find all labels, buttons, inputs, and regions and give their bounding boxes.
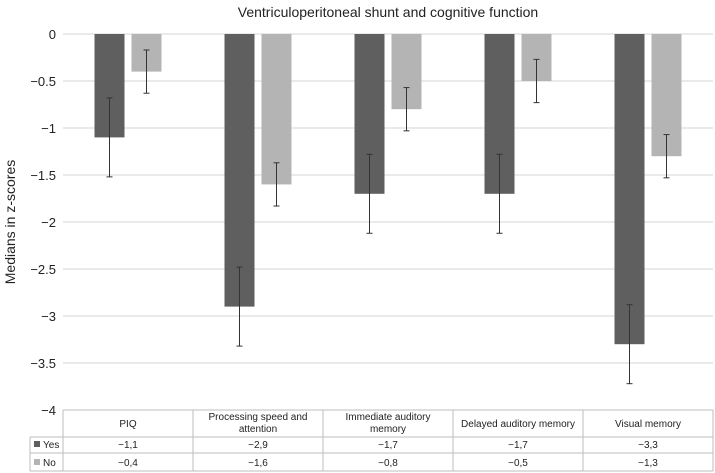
data-label: −3,3 [638,440,658,451]
legend-swatch-yes [34,441,40,447]
data-label: −0,5 [508,458,528,469]
data-label: −2,9 [248,440,268,451]
y-axis-label: Medians in z-scores [2,160,18,285]
y-tick-label: 0 [49,27,56,42]
data-label: −1,1 [118,440,138,451]
y-tick-label: −3 [41,309,56,324]
bar-yes [224,34,255,307]
data-label: −0,4 [118,458,138,469]
category-label: Visual memory [615,419,681,430]
y-tick-label: −4 [41,403,56,418]
y-axis-ticks: 0 −0.5 −1 −1.5 −2 −2.5 −3 −3.5 −4 [30,27,56,418]
category-label: PIQ [119,419,136,430]
bars [94,34,682,385]
data-label: −1,3 [638,458,658,469]
data-label: −0,8 [378,458,398,469]
category-label: attention [239,424,277,435]
legend-swatch-no [34,459,40,465]
y-tick-label: −3.5 [30,356,56,371]
y-tick-label: −0.5 [30,74,56,89]
y-tick-label: −2 [41,215,56,230]
bar-yes [614,34,645,345]
chart-title: Ventriculoperitoneal shunt and cognitive… [238,4,538,20]
category-label: Immediate auditory [345,412,430,423]
y-tick-label: −1 [41,121,56,136]
category-label: Delayed auditory memory [461,419,575,430]
data-label: −1,7 [508,440,528,451]
legend-label-no: No [43,458,56,469]
category-label: memory [370,424,406,435]
data-label: −1,6 [248,458,268,469]
legend-label-yes: Yes [43,440,59,451]
data-label: −1,7 [378,440,398,451]
category-label: Processing speed and [209,412,308,423]
y-tick-label: −1.5 [30,168,56,183]
bar-no [261,34,292,185]
y-tick-label: −2.5 [30,262,56,277]
